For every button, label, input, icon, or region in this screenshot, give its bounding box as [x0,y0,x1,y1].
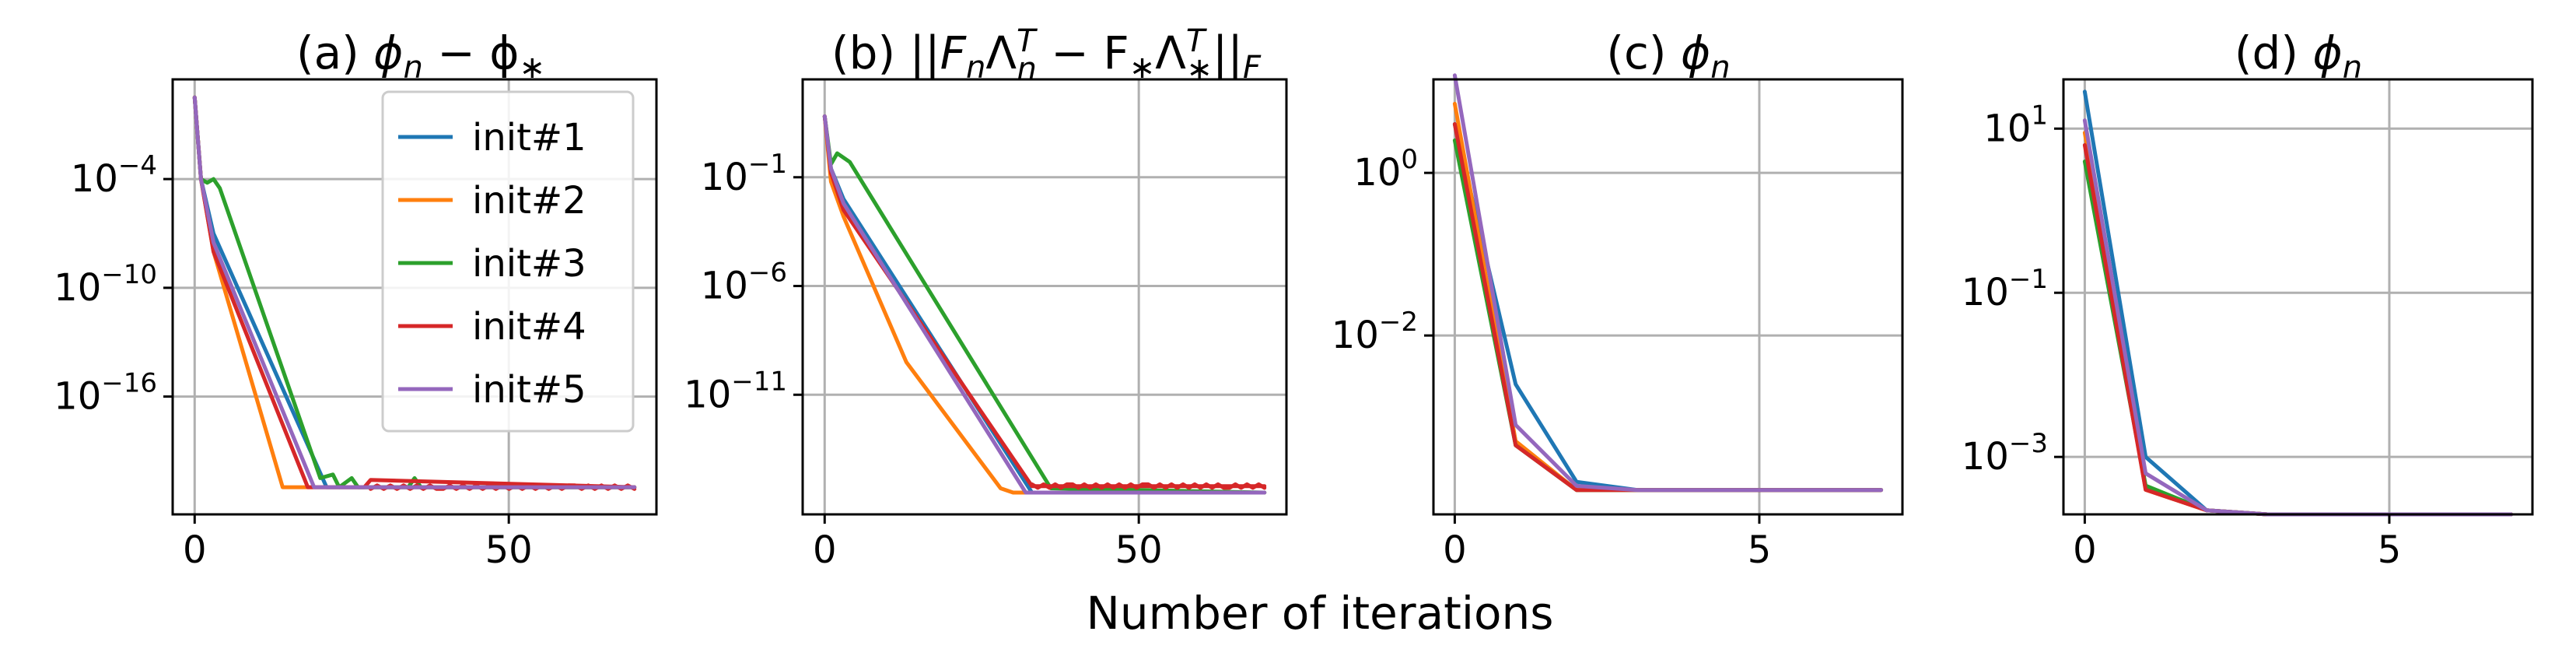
series-line-init3 [822,114,1267,495]
series-line-init2 [1452,101,1884,493]
panel-b-title: (b) ||FnΛT n − F∗ΛT ∗||F [831,23,1262,87]
panel-c-title: (c) ϕn [1606,26,1730,86]
y-tick-label: 10−3 [1962,428,2048,479]
legend-box [381,90,635,433]
x-tick-label: 0 [1443,528,1467,572]
series-line-init1 [822,114,1267,495]
legend-label: init#5 [472,368,586,412]
legend-label: init#1 [472,116,586,160]
series-line-init3 [1452,138,1884,493]
panel-a-title: (a) ϕn − ϕ∗ [296,26,545,86]
x-tick-label: 5 [2378,528,2402,572]
axes-frame [171,78,658,516]
y-tick-label: 10−11 [684,366,787,416]
x-tick-label: 5 [1748,528,1772,572]
series-line-init5 [2082,118,2514,517]
y-tick-label: 10−1 [701,149,787,199]
y-tick-label: 10−1 [1962,264,2048,314]
y-tick-label: 101 [1983,100,2048,150]
axes-frame [801,78,1288,516]
panel-d: 0 5 101 10−1 10−3 [1962,78,2534,572]
x-tick-label: 0 [813,528,837,572]
y-tick-label: 10−16 [54,368,157,419]
panel-a: 0 50 10−4 10−10 10−16 [54,78,658,572]
series-noise-init4 [1030,482,1267,490]
panel-b: 0 50 10−1 10−6 10−11 [684,78,1288,572]
series-line-init1 [2082,89,2514,517]
x-tick-label: 0 [183,528,207,572]
series-line-init4 [1452,122,1884,493]
x-tick-label: 50 [485,528,533,572]
y-tick-label: 10−6 [701,258,787,308]
y-tick-label: 10−2 [1332,307,1418,357]
x-tick-label: 0 [2073,528,2097,572]
y-tick-label: 10−10 [54,259,157,310]
series-line-init2 [822,114,1267,495]
series-line-init1 [1452,122,1884,493]
x-tick-label: 50 [1115,528,1163,572]
legend: init#1 init#2 init#3 init#4 init#5 [381,90,635,433]
legend-label: init#2 [472,179,586,223]
panel-d-title: (d) ϕn [2235,26,2362,86]
axes-frame [2062,78,2534,516]
axes-frame [1432,78,1904,516]
y-tick-label: 100 [1353,144,1418,195]
panel-c: 0 5 100 10−2 [1332,73,1904,572]
y-tick-label: 10−4 [71,150,157,201]
series-line-init5 [192,95,637,489]
series-line-init5 [822,114,1267,495]
legend-label: init#3 [472,242,586,286]
series-line-init5 [1452,73,1884,493]
series-line-init4 [822,114,1267,489]
x-axis-label: Number of iterations [1086,587,1553,640]
legend-label: init#4 [472,305,586,349]
